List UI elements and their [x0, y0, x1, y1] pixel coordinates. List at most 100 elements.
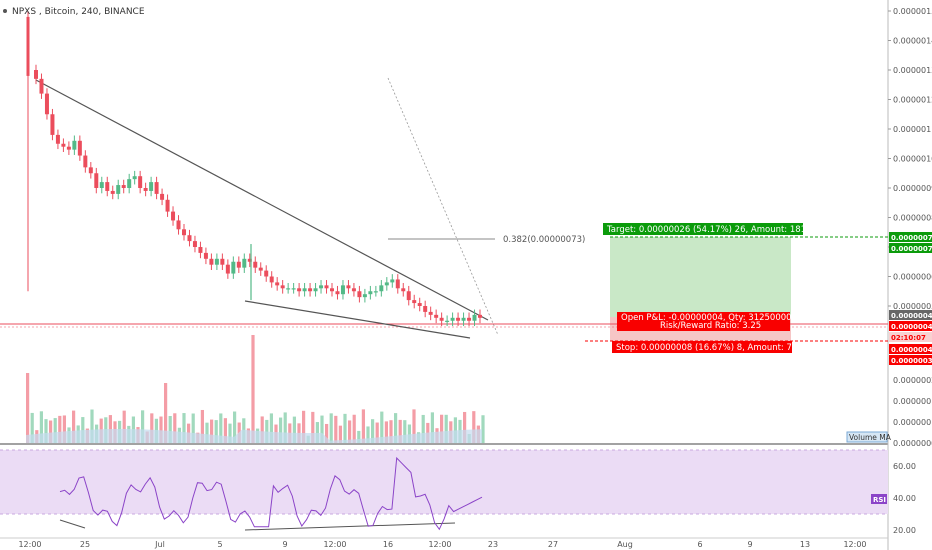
price-tick-label: 0.00000150 [893, 7, 932, 16]
candle-body [116, 185, 121, 194]
candle-body [373, 291, 378, 293]
candle-body [77, 140, 82, 156]
candle-body [26, 16, 30, 76]
volume-bar [260, 416, 264, 443]
rsi-tick-label: 20.00 [893, 526, 916, 535]
candle-body [220, 258, 225, 265]
volume-bar [44, 419, 48, 443]
volume-bar [440, 414, 444, 443]
volume-bar [283, 412, 287, 443]
volume-bar [329, 413, 333, 443]
profit-zone [610, 237, 791, 317]
volume-bar [338, 425, 342, 443]
volume-ma-area [26, 429, 482, 443]
candle-body [264, 270, 269, 277]
volume-bar [168, 415, 172, 443]
time-tick-label: 27 [548, 540, 558, 549]
candle-body [209, 258, 214, 265]
candle-body [50, 114, 55, 135]
candle-body [110, 190, 115, 194]
volume-bar [223, 418, 227, 443]
price-axis: 0.00000150 0.00000140 0.00000130 0.00000120… [888, 7, 932, 535]
price-tag-label: 0.00000074 [891, 245, 932, 253]
price-tick-label: 0.00000120 [893, 96, 932, 105]
stop-label: Stop: 0.00000008 (16.67%) 8, Amount: 750 [616, 343, 803, 353]
candle-body [253, 261, 258, 268]
candle-body [225, 264, 230, 274]
volume-bar [463, 411, 467, 443]
time-axis: 12:00 25 Jul 5 9 12:00 16 12:00 23 27 Aug 6 9 13 12:00 [18, 540, 866, 549]
risk-reward-label: Risk/Reward Ratio: 3.25 [660, 321, 761, 331]
price-tag-label: 0.00000044 [891, 323, 932, 331]
candle-body [450, 317, 455, 321]
volume-bar [182, 413, 186, 443]
candle-body [94, 173, 99, 188]
time-tick-label: 6 [697, 540, 702, 549]
candle-body [412, 300, 417, 304]
candle-body [242, 258, 247, 268]
candle-body [478, 314, 482, 318]
candle-body [351, 288, 356, 292]
volume-bar [453, 417, 457, 443]
candle-body [66, 146, 71, 150]
fib-trend-line [387, 77, 499, 336]
candle-body [280, 285, 285, 289]
candle-body [417, 303, 422, 306]
candle-body [308, 288, 313, 292]
candle-body [434, 314, 439, 318]
candle-body [88, 167, 93, 174]
candle-body [187, 235, 192, 242]
candle-body [138, 176, 143, 188]
volume-bar [421, 414, 425, 443]
candles [26, 11, 482, 327]
volume-bar [472, 411, 476, 443]
volume-bar [357, 430, 361, 443]
candle-body [143, 188, 148, 191]
volume-bar [214, 420, 218, 443]
volume-bar [380, 411, 384, 443]
volume-bar [315, 422, 319, 443]
candle-body [456, 317, 461, 321]
volume-tick-label: 0.00000005 [893, 439, 932, 448]
candle-body [231, 261, 236, 274]
volume-tick-label: 0.00000012 [893, 418, 932, 427]
volume-bar [205, 422, 209, 443]
volume-bar [292, 416, 296, 443]
volume-bar [251, 335, 255, 443]
volume-bar [269, 413, 273, 443]
price-tag-box [889, 321, 932, 331]
volume-bar [210, 419, 214, 443]
candle-body [258, 267, 263, 271]
time-tick-label: 25 [80, 540, 90, 549]
candle-body [357, 291, 362, 298]
candle-body [176, 220, 181, 230]
volume-bar [228, 423, 232, 443]
volume-bar [407, 424, 411, 443]
candle-body [154, 182, 159, 194]
price-tag-box [889, 232, 932, 242]
stop-box [612, 341, 792, 353]
price-tag-box [889, 332, 932, 342]
target-box [603, 223, 803, 235]
volume-bar [219, 413, 223, 443]
volume-bar [325, 423, 329, 443]
open-pl-label: Open P&L: -0.00000004, Qty: 3125000000 [621, 313, 802, 323]
candle-body [214, 258, 219, 265]
time-tick-label: 9 [282, 540, 287, 549]
volume-bar [366, 426, 370, 443]
volume-tick-label: 0.00000019 [893, 397, 932, 406]
time-tick-label: 12:00 [843, 540, 866, 549]
symbol-dot-icon [3, 9, 7, 13]
candle-body [132, 176, 137, 180]
volume-bar [159, 416, 163, 443]
price-tick-label: 0.00000100 [893, 155, 932, 164]
price-tag-box [889, 355, 932, 365]
candle-body [461, 317, 466, 321]
time-tick-label: 9 [747, 540, 752, 549]
candle-body [390, 279, 395, 283]
candle-body [105, 182, 110, 191]
candle-body [72, 140, 77, 150]
candle-body [39, 78, 44, 94]
